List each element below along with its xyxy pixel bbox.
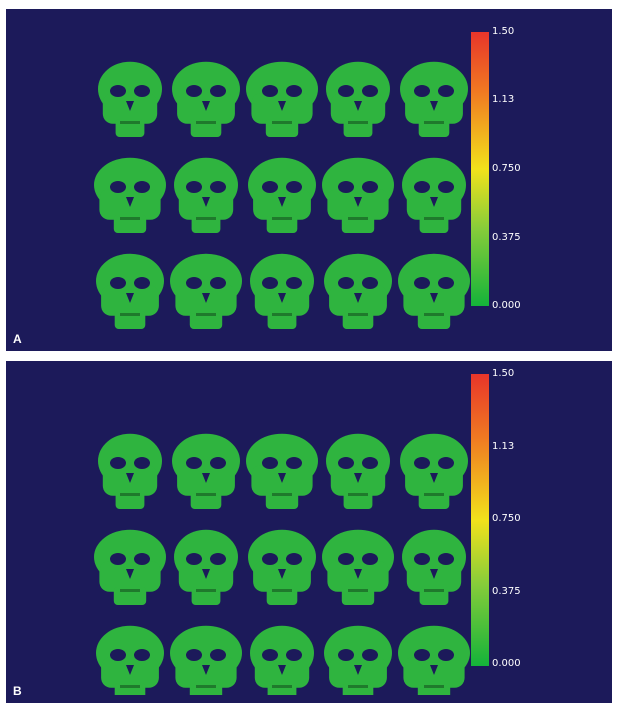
skull-panel-a-4 (326, 61, 390, 137)
skull-panel-a-9 (322, 157, 394, 233)
skull-grid-b (94, 433, 470, 695)
skull-panel-b-13 (250, 625, 314, 695)
panel-a: 1.50 1.13 0.750 0.375 0.000 A (6, 9, 612, 351)
skull-panel-a-11 (96, 253, 164, 329)
skull-panel-a-10 (402, 157, 466, 233)
skull-panel-b-3 (246, 433, 318, 509)
skull-panel-a-8 (248, 157, 316, 233)
skull-panel-b-9 (322, 529, 394, 605)
colorbar-a (471, 32, 489, 306)
skull-panel-a-1 (98, 61, 162, 137)
skull-panel-b-8 (248, 529, 316, 605)
skull-panel-b-1 (98, 433, 162, 509)
colorbar-b-tick-max: 1.50 (492, 368, 515, 379)
skull-panel-a-5 (400, 61, 468, 137)
skull-panel-a-15 (398, 253, 470, 329)
colorbar-b-tick-3: 0.750 (492, 513, 521, 524)
colorbar-b-tick-min: 0.000 (492, 658, 521, 669)
skull-panel-b-2 (172, 433, 240, 509)
skull-panel-a-7 (174, 157, 238, 233)
panel-a-label: A (13, 332, 22, 346)
colorbar-a-tick-min: 0.000 (492, 300, 521, 311)
skull-panel-a-6 (94, 157, 166, 233)
panel-b: 1.50 1.13 0.750 0.375 0.000 B (6, 361, 612, 703)
skull-panel-b-5 (400, 433, 468, 509)
colorbar-a-tick-2: 1.13 (492, 94, 515, 105)
colorbar-a-tick-4: 0.375 (492, 232, 521, 243)
colorbar-b-tick-2: 1.13 (492, 441, 515, 452)
skull-panel-b-4 (326, 433, 390, 509)
skull-panel-a-12 (170, 253, 242, 329)
skull-panel-a-14 (324, 253, 392, 329)
panel-b-label: B (13, 684, 22, 698)
skull-panel-a-13 (250, 253, 314, 329)
colorbar-a-tick-3: 0.750 (492, 163, 521, 174)
skull-panel-b-6 (94, 529, 166, 605)
skull-panel-a-3 (246, 61, 318, 137)
skull-panel-b-10 (402, 529, 466, 605)
skull-panel-b-15 (398, 625, 470, 695)
skull-panel-a-2 (172, 61, 240, 137)
colorbar-b (471, 374, 489, 666)
skull-panel-b-11 (96, 625, 164, 695)
skull-grid-a (94, 61, 470, 329)
skull-panel-b-14 (324, 625, 392, 695)
colorbar-b-tick-4: 0.375 (492, 586, 521, 597)
colorbar-a-tick-max: 1.50 (492, 26, 515, 37)
skull-panel-b-12 (170, 625, 242, 695)
skull-panel-b-7 (174, 529, 238, 605)
